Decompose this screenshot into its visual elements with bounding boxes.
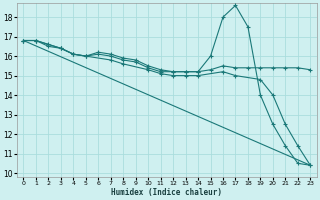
- X-axis label: Humidex (Indice chaleur): Humidex (Indice chaleur): [111, 188, 222, 197]
